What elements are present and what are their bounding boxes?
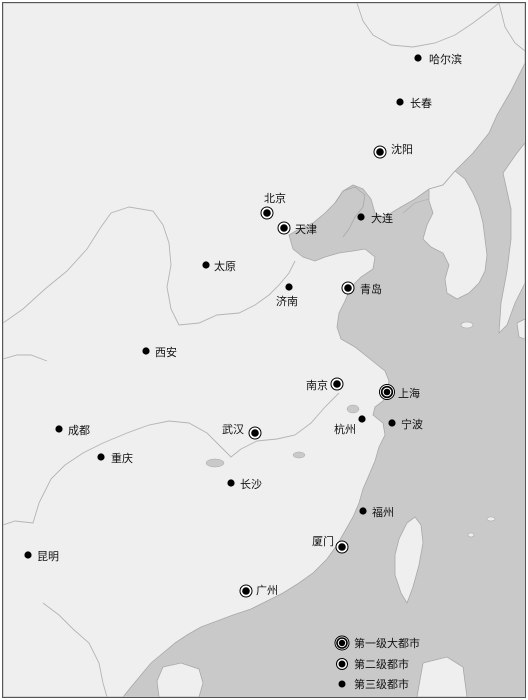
luzon	[416, 656, 468, 697]
islet	[467, 532, 475, 538]
city-marker-tier3	[55, 425, 63, 433]
taiwan	[394, 516, 424, 604]
japan-islet	[516, 318, 525, 340]
city-marker-tier3	[388, 419, 396, 427]
border-line	[3, 206, 296, 326]
city-marker-tier3	[97, 453, 105, 461]
city-marker-tier3	[357, 213, 365, 221]
city-label: 长春	[410, 97, 432, 110]
border-line	[42, 602, 108, 697]
city-label: 北京	[264, 191, 286, 205]
border-line	[38, 392, 340, 504]
city-label: 成都	[68, 424, 90, 437]
city-marker-tier3	[227, 479, 235, 487]
legend-tier2-label: 第二级都市	[354, 657, 409, 671]
city-label: 哈尔滨	[429, 52, 462, 66]
legend: 第一级大都市 第二级都市 第三级都市	[334, 635, 420, 691]
lake	[346, 404, 360, 414]
islet	[460, 321, 474, 329]
city-label: 南京	[306, 378, 328, 392]
japan-island	[498, 142, 525, 335]
city-marker-tier2	[373, 145, 387, 159]
city-marker-tier2	[239, 584, 253, 598]
city-marker-tier2	[341, 281, 355, 295]
city-label: 武汉	[222, 423, 244, 436]
city-label: 重庆	[111, 451, 133, 465]
city-marker-tier1	[379, 384, 395, 400]
lake	[205, 458, 225, 468]
city-marker-tier3	[285, 283, 293, 291]
city-label: 沈阳	[391, 142, 413, 156]
city-label: 广州	[256, 584, 278, 597]
city-label: 福州	[372, 505, 394, 519]
city-marker-tier3	[359, 507, 367, 515]
legend-tier3-label: 第三级都市	[354, 677, 409, 691]
islet	[486, 516, 496, 522]
city-marker-tier3	[24, 551, 32, 559]
city-marker-tier2	[277, 221, 291, 235]
legend-tier3-marker	[338, 680, 346, 688]
coast-detail	[334, 186, 366, 238]
border-line	[356, 3, 500, 48]
city-marker-tier3	[358, 415, 366, 423]
border-line	[3, 354, 48, 362]
legend-tier2-marker	[336, 658, 348, 670]
legend-tier1-marker	[334, 635, 350, 651]
city-marker-tier3	[202, 261, 210, 269]
border-line	[3, 502, 40, 526]
city-marker-tier2	[335, 540, 349, 554]
lake	[292, 451, 306, 459]
mainland	[3, 3, 525, 697]
city-marker-tier3	[414, 54, 422, 62]
city-label: 昆明	[37, 550, 59, 563]
city-label: 西安	[155, 345, 177, 359]
city-label: 宁波	[401, 417, 423, 431]
city-label: 上海	[398, 386, 420, 400]
city-label: 太原	[214, 260, 236, 273]
korean-peninsula	[422, 170, 488, 300]
hainan	[156, 662, 204, 697]
city-marker-tier3	[396, 98, 404, 106]
city-label: 杭州	[334, 422, 356, 436]
city-label: 大连	[371, 211, 393, 225]
city-label: 天津	[295, 223, 317, 236]
city-marker-tier3	[142, 347, 150, 355]
city-marker-tier2	[260, 206, 274, 220]
legend-tier1-label: 第一级大都市	[354, 636, 420, 650]
city-label: 青岛	[360, 282, 382, 296]
border-line	[498, 3, 525, 52]
city-label: 长沙	[240, 478, 262, 491]
city-label: 济南	[276, 294, 298, 308]
city-marker-tier2	[330, 377, 344, 391]
city-label: 厦门	[312, 534, 334, 548]
border-line	[402, 198, 430, 214]
city-marker-tier2	[248, 426, 262, 440]
